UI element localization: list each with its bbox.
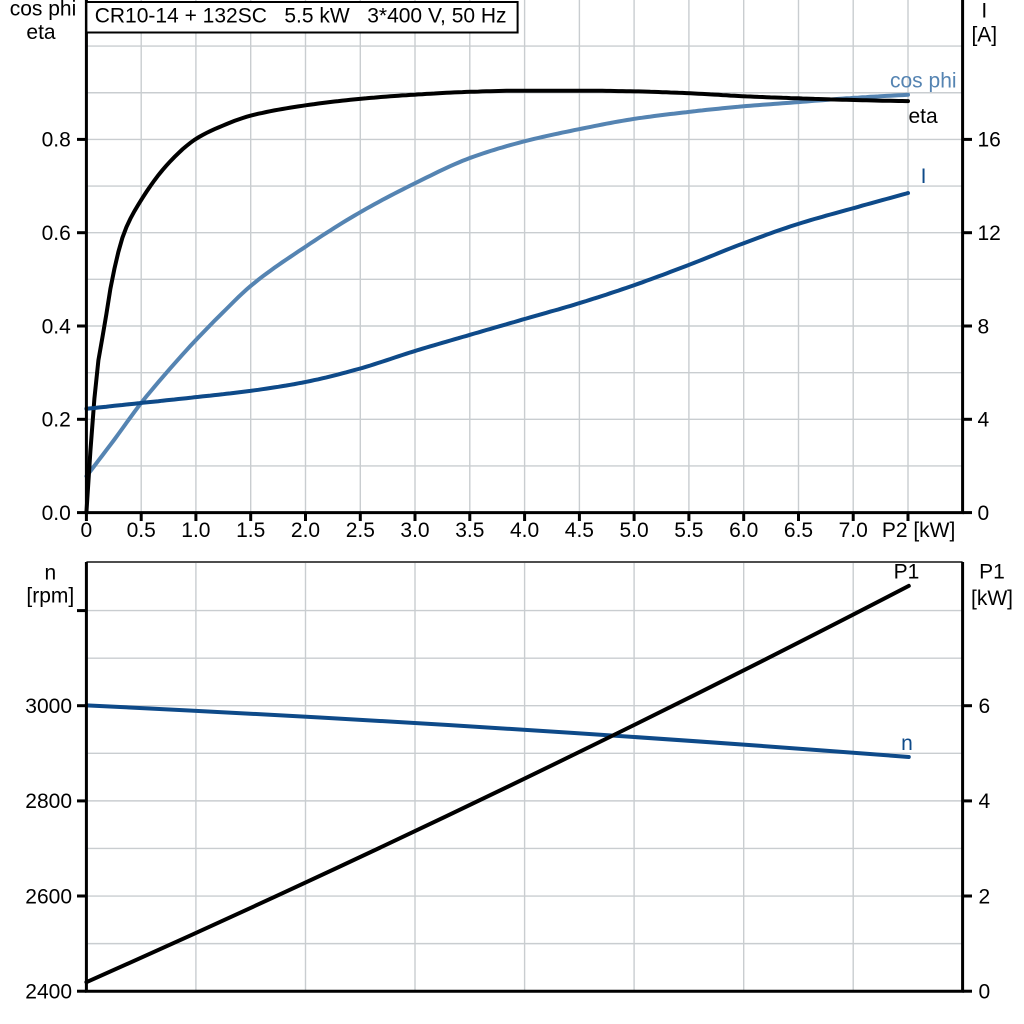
svg-text:0: 0	[978, 502, 990, 525]
svg-text:16: 16	[978, 129, 1001, 152]
svg-text:cos phi: cos phi	[890, 70, 957, 93]
svg-text:2400: 2400	[25, 981, 72, 1004]
svg-text:0.2: 0.2	[42, 409, 71, 432]
svg-text:3000: 3000	[25, 695, 72, 718]
svg-text:eta: eta	[909, 105, 939, 128]
svg-text:4: 4	[979, 790, 991, 813]
svg-text:8: 8	[978, 315, 990, 338]
svg-text:3.0: 3.0	[400, 519, 429, 542]
svg-text:4: 4	[978, 409, 990, 432]
svg-text:2.5: 2.5	[346, 519, 375, 542]
svg-text:0.8: 0.8	[42, 129, 71, 152]
svg-text:2.0: 2.0	[291, 519, 320, 542]
svg-text:4.0: 4.0	[510, 519, 539, 542]
svg-text:n: n	[44, 561, 56, 584]
svg-text:2: 2	[979, 885, 991, 908]
svg-text:4.5: 4.5	[565, 519, 594, 542]
svg-text:3.5: 3.5	[455, 519, 484, 542]
svg-text:P1: P1	[979, 560, 1005, 583]
svg-text:0: 0	[979, 981, 991, 1004]
svg-text:0.5: 0.5	[127, 519, 156, 542]
svg-text:6.0: 6.0	[729, 519, 758, 542]
svg-text:0.0: 0.0	[42, 502, 71, 525]
svg-text:cos phi: cos phi	[10, 0, 77, 21]
svg-text:P1: P1	[894, 560, 920, 583]
svg-text:5.5: 5.5	[674, 519, 703, 542]
svg-text:0.6: 0.6	[42, 222, 71, 245]
svg-text:1.5: 1.5	[236, 519, 265, 542]
svg-text:6.5: 6.5	[784, 519, 813, 542]
svg-text:I: I	[921, 165, 927, 188]
svg-text:0: 0	[81, 519, 93, 542]
svg-text:2800: 2800	[25, 790, 72, 813]
svg-text:5.0: 5.0	[619, 519, 648, 542]
svg-text:[kW]: [kW]	[971, 587, 1013, 610]
svg-text:CR10-14 + 132SC 5.5 kW 3*4: CR10-14 + 132SC 5.5 kW 3*400 V, 50 Hz	[95, 4, 507, 27]
svg-text:P2 [kW]: P2 [kW]	[882, 519, 956, 542]
svg-text:0.4: 0.4	[42, 315, 72, 338]
svg-text:eta: eta	[26, 21, 56, 44]
svg-text:2600: 2600	[25, 885, 72, 908]
svg-text:[rpm]: [rpm]	[26, 585, 74, 608]
svg-text:1.0: 1.0	[181, 519, 210, 542]
svg-text:6: 6	[979, 695, 991, 718]
svg-text:I: I	[981, 0, 987, 23]
svg-text:12: 12	[978, 222, 1001, 245]
svg-text:n: n	[901, 732, 913, 755]
svg-text:7.0: 7.0	[839, 519, 868, 542]
svg-text:[A]: [A]	[971, 23, 997, 46]
